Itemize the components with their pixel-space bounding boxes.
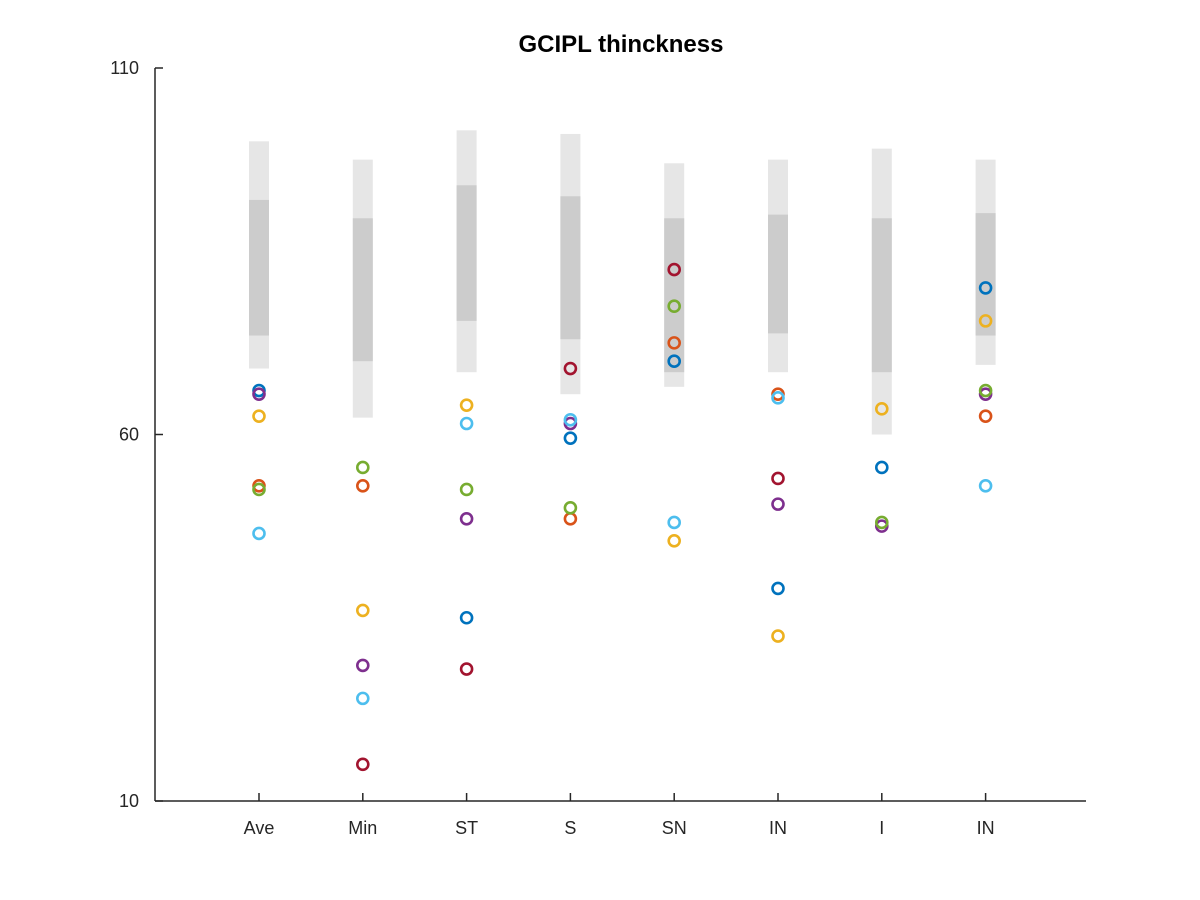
y-tick-label: 10 — [119, 791, 139, 811]
data-point — [563, 361, 578, 376]
data-point — [667, 354, 682, 369]
data-point — [978, 479, 993, 493]
data-point — [459, 482, 474, 497]
data-point — [667, 299, 682, 314]
y-ticks: 10 60 110 — [110, 58, 163, 811]
data-point — [252, 526, 266, 541]
inner-band — [352, 218, 373, 362]
y-tick-label: 110 — [110, 58, 139, 78]
data-point — [874, 460, 889, 475]
data-point — [978, 314, 993, 328]
normative-bands — [249, 130, 996, 435]
x-tick-label: Ave — [244, 818, 275, 838]
data-point — [252, 409, 266, 423]
data-point — [771, 581, 785, 596]
x-tick-label: Min — [348, 818, 377, 838]
x-tick-label: I — [879, 818, 884, 838]
data-point — [874, 515, 889, 530]
data-point — [667, 533, 682, 548]
data-point — [978, 281, 993, 295]
data-point — [771, 497, 785, 511]
data-point — [459, 398, 474, 412]
data-point — [355, 658, 370, 673]
inner-band — [249, 199, 269, 336]
data-point — [459, 416, 474, 431]
data-point — [355, 603, 370, 618]
inner-band — [975, 213, 996, 336]
data-point — [459, 662, 474, 676]
data-point — [459, 610, 474, 625]
data-point — [355, 479, 370, 493]
data-point — [978, 383, 993, 398]
data-point — [252, 482, 266, 497]
data-points — [252, 262, 993, 772]
inner-band — [456, 185, 477, 321]
inner-band — [560, 196, 581, 340]
data-point — [563, 500, 578, 515]
data-point — [874, 402, 889, 416]
data-point — [459, 511, 474, 526]
data-point — [355, 757, 370, 772]
inner-band — [768, 214, 788, 334]
data-point — [771, 391, 785, 405]
data-point — [978, 409, 993, 423]
data-point — [771, 471, 785, 486]
axes — [154, 68, 1086, 802]
x-tick-label: ST — [455, 818, 478, 838]
data-point — [563, 511, 578, 526]
x-tick-label: S — [564, 818, 576, 838]
chart-title: GCIPL thinckness — [519, 31, 724, 58]
x-ticks: Ave Min ST S SN IN I IN — [244, 793, 995, 838]
data-point — [771, 629, 785, 643]
x-tick-label: IN — [977, 818, 995, 838]
data-point — [667, 515, 682, 530]
data-point — [563, 413, 578, 427]
x-tick-label: IN — [769, 818, 787, 838]
x-tick-label: SN — [662, 818, 687, 838]
data-point — [563, 431, 578, 445]
inner-band — [871, 218, 892, 373]
data-point — [667, 262, 682, 277]
data-point — [355, 691, 370, 706]
y-tick-label: 60 — [119, 425, 139, 445]
data-point — [252, 387, 266, 401]
inner-band — [664, 218, 685, 373]
data-point — [667, 336, 682, 350]
data-point — [355, 460, 370, 475]
